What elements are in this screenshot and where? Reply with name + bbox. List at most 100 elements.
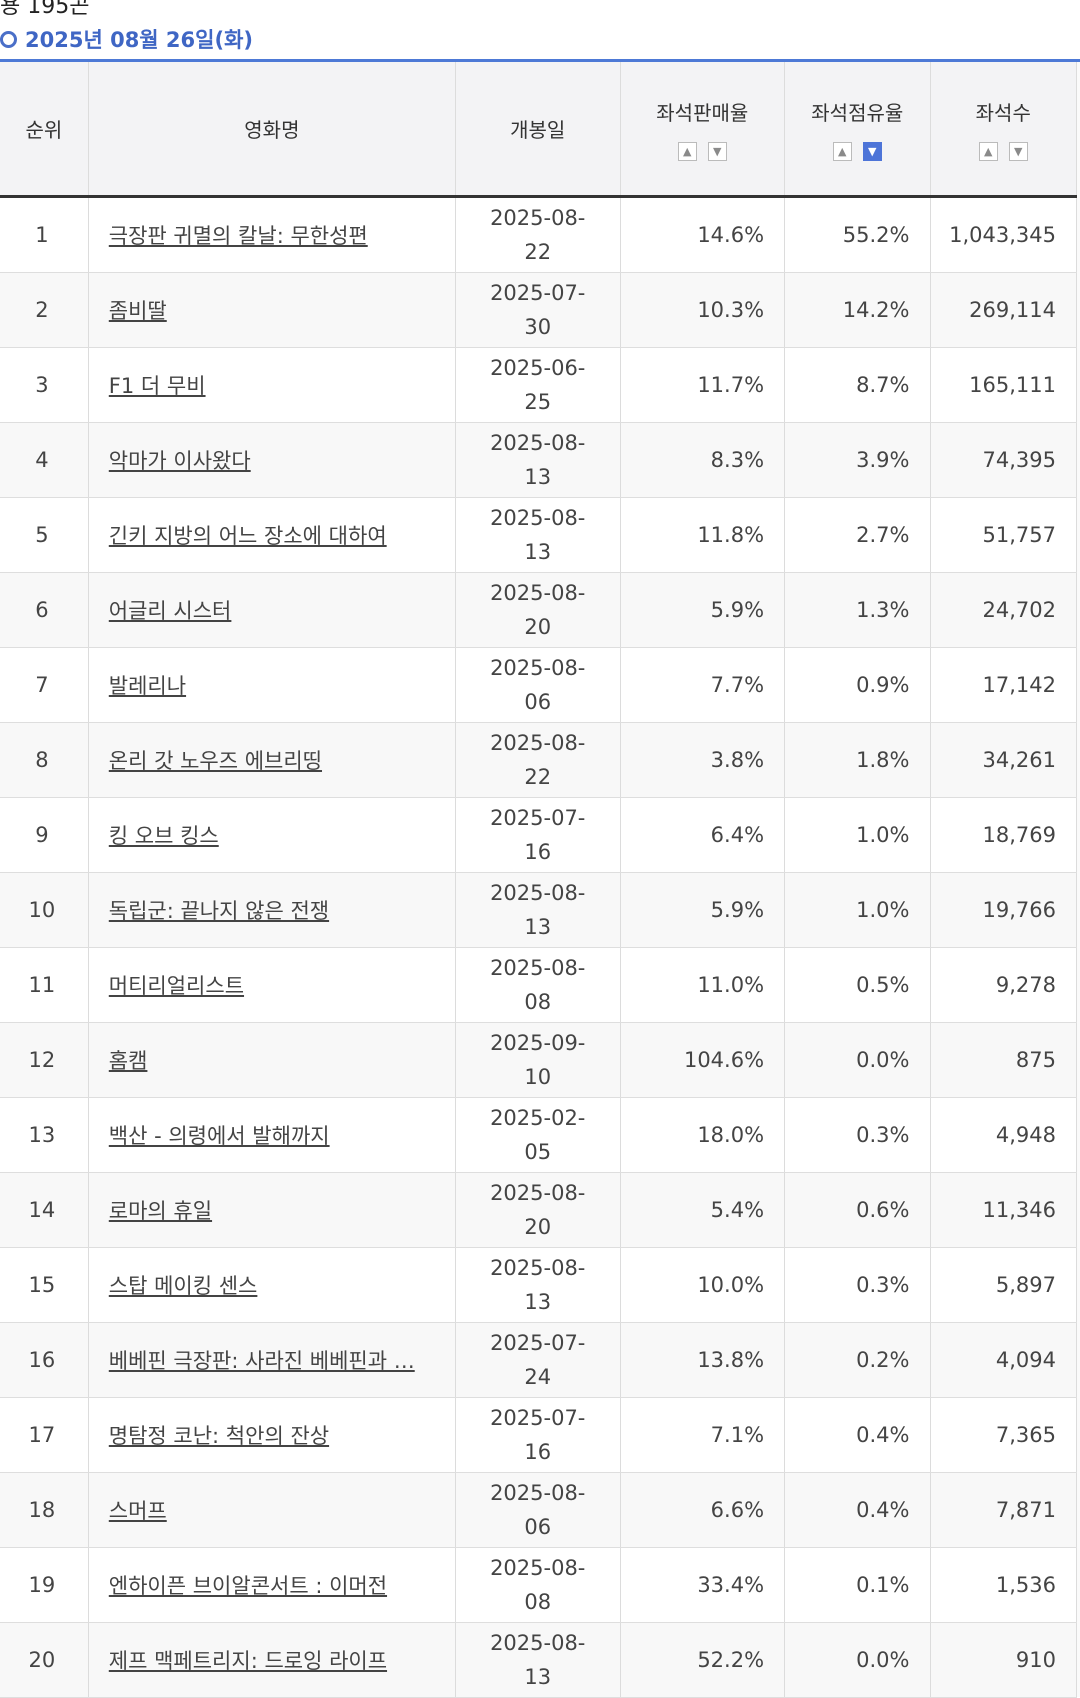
sales-rate-cell: 5.4% (620, 1172, 786, 1248)
movie-title-cell: 제프 맥페트리지: 드로잉 라이프 (88, 1622, 456, 1698)
rank-cell: 17 (0, 1397, 89, 1473)
rank-cell: 3 (0, 347, 89, 423)
seat-count-cell: 4,948 (930, 1097, 1077, 1173)
sales-rate-cell: 7.1% (620, 1397, 786, 1473)
sort-asc-icon[interactable]: ▲ (677, 141, 697, 161)
release-date-cell: 2025-08-06 (455, 1472, 621, 1548)
movie-title-link[interactable]: 좀비딸 (108, 299, 167, 323)
table-row: 1 극장판 귀멸의 칼날: 무한성편 2025-08-22 14.6% 55.2% 1,0… (0, 196, 1077, 273)
sales-rate-cell: 104.6% (620, 1022, 786, 1098)
sort-asc-icon[interactable]: ▲ (832, 141, 852, 161)
movie-title-link[interactable]: 긴키 지방의 어느 장소에 대하여 (108, 524, 387, 548)
header-rank: 순위 (0, 62, 89, 198)
table-row: 5 긴키 지방의 어느 장소에 대하여 2025-08-13 11.8% 2.7% 51,… (0, 497, 1077, 573)
seat-count-cell: 74,395 (930, 422, 1077, 498)
movie-title-link[interactable]: 스탑 메이킹 센스 (108, 1274, 258, 1298)
movie-title-link[interactable]: 명탐정 코난: 척안의 잔상 (108, 1424, 330, 1448)
sales-rate-cell: 6.6% (620, 1472, 786, 1548)
release-date-cell: 2025-07-24 (455, 1322, 621, 1398)
sort-asc-icon[interactable]: ▲ (978, 141, 998, 161)
seat-share-cell: 0.2% (784, 1322, 931, 1398)
table-row: 20 제프 맥페트리지: 드로잉 라이프 2025-08-13 52.2% 0.0% 91… (0, 1622, 1077, 1698)
seat-share-cell: 0.4% (784, 1472, 931, 1548)
seat-share-cell: 55.2% (784, 196, 931, 273)
movie-title-link[interactable]: 백산 - 의령에서 발해까지 (108, 1124, 330, 1148)
rank-cell: 19 (0, 1547, 89, 1623)
sales-rate-cell: 11.7% (620, 347, 786, 423)
date-header: 2025년 08월 26일(화) (0, 24, 253, 54)
release-date-cell: 2025-08-13 (455, 872, 621, 948)
header-sales-rate: 좌석판매율 ▲ ▼ (620, 62, 786, 198)
sales-rate-sort: ▲ ▼ (621, 141, 785, 161)
seat-count-cell: 18,769 (930, 797, 1077, 873)
movie-title-link[interactable]: 로마의 휴일 (108, 1199, 213, 1223)
movie-title-cell: 베베핀 극장판: 사라진 베베핀과 … (88, 1322, 456, 1398)
seat-share-cell: 0.0% (784, 1022, 931, 1098)
seat-count-cell: 34,261 (930, 722, 1077, 798)
seat-count-cell: 7,871 (930, 1472, 1077, 1548)
rank-cell: 13 (0, 1097, 89, 1173)
movie-title-link[interactable]: 스머프 (108, 1499, 167, 1523)
rank-cell: 9 (0, 797, 89, 873)
rank-cell: 18 (0, 1472, 89, 1548)
rank-cell: 5 (0, 497, 89, 573)
release-date-cell: 2025-08-08 (455, 1547, 621, 1623)
rank-cell: 8 (0, 722, 89, 798)
movie-title-link[interactable]: 제프 맥페트리지: 드로잉 라이프 (108, 1649, 388, 1673)
seat-count-cell: 875 (930, 1022, 1077, 1098)
seat-share-cell: 0.3% (784, 1247, 931, 1323)
rank-cell: 7 (0, 647, 89, 723)
rank-cell: 2 (0, 272, 89, 348)
seat-share-cell: 1.8% (784, 722, 931, 798)
movie-title-link[interactable]: F1 더 무비 (108, 374, 206, 398)
movie-title-cell: 엔하이픈 브이알콘서트 : 이머전 (88, 1547, 456, 1623)
movie-title-link[interactable]: 홈캠 (108, 1049, 148, 1073)
table-row: 17 명탐정 코난: 척안의 잔상 2025-07-16 7.1% 0.4% 7,365 (0, 1397, 1077, 1473)
date-title: 2025년 08월 26일(화) (25, 28, 253, 52)
seat-count-cell: 24,702 (930, 572, 1077, 648)
movie-title-link[interactable]: 킹 오브 킹스 (108, 824, 219, 848)
release-date-cell: 2025-08-22 (455, 196, 621, 273)
sales-rate-cell: 11.0% (620, 947, 786, 1023)
sales-rate-cell: 14.6% (620, 196, 786, 273)
table-row: 15 스탑 메이킹 센스 2025-08-13 10.0% 0.3% 5,897 (0, 1247, 1077, 1323)
movie-title-link[interactable]: 발레리나 (108, 674, 187, 698)
release-date-cell: 2025-08-13 (455, 1247, 621, 1323)
previous-section-fragment: 용 195곤 (0, 0, 90, 19)
table-row: 13 백산 - 의령에서 발해까지 2025-02-05 18.0% 0.3% 4,948 (0, 1097, 1077, 1173)
seat-share-cell: 8.7% (784, 347, 931, 423)
seat-count-cell: 269,114 (930, 272, 1077, 348)
movie-title-cell: 스탑 메이킹 센스 (88, 1247, 456, 1323)
movie-title-link[interactable]: 온리 갓 노우즈 에브리띵 (108, 749, 323, 773)
seat-share-sort: ▲ ▼ (785, 141, 929, 161)
release-date-cell: 2025-08-22 (455, 722, 621, 798)
release-date-cell: 2025-02-05 (455, 1097, 621, 1173)
rank-cell: 15 (0, 1247, 89, 1323)
movie-title-cell: 로마의 휴일 (88, 1172, 456, 1248)
movie-title-link[interactable]: 어글리 시스터 (108, 599, 232, 623)
rank-cell: 12 (0, 1022, 89, 1098)
release-date-cell: 2025-08-20 (455, 572, 621, 648)
rank-cell: 16 (0, 1322, 89, 1398)
table-row: 2 좀비딸 2025-07-30 10.3% 14.2% 269,114 (0, 272, 1077, 348)
movie-title-link[interactable]: 극장판 귀멸의 칼날: 무한성편 (108, 224, 368, 248)
movie-title-cell: 악마가 이사왔다 (88, 422, 456, 498)
sort-desc-icon[interactable]: ▼ (707, 141, 727, 161)
sales-rate-cell: 7.7% (620, 647, 786, 723)
seat-share-cell: 0.5% (784, 947, 931, 1023)
movie-title-link[interactable]: 악마가 이사왔다 (108, 449, 251, 473)
seat-share-cell: 0.1% (784, 1547, 931, 1623)
table-right-edge (1077, 62, 1080, 1697)
movie-title-cell: 발레리나 (88, 647, 456, 723)
movie-title-cell: 긴키 지방의 어느 장소에 대하여 (88, 497, 456, 573)
header-seat-share: 좌석점유율 ▲ ▼ (784, 62, 931, 198)
sort-desc-icon[interactable]: ▼ (1008, 141, 1028, 161)
release-date-cell: 2025-07-30 (455, 272, 621, 348)
movie-title-link[interactable]: 머티리얼리스트 (108, 974, 245, 998)
movie-title-link[interactable]: 엔하이픈 브이알콘서트 : 이머전 (108, 1574, 388, 1598)
movie-title-link[interactable]: 베베핀 극장판: 사라진 베베핀과 … (108, 1349, 415, 1373)
seats-sort: ▲ ▼ (931, 141, 1077, 161)
sort-desc-icon[interactable]: ▼ (862, 141, 882, 161)
sales-rate-cell: 5.9% (620, 572, 786, 648)
movie-title-link[interactable]: 독립군: 끝나지 않은 전쟁 (108, 899, 330, 923)
